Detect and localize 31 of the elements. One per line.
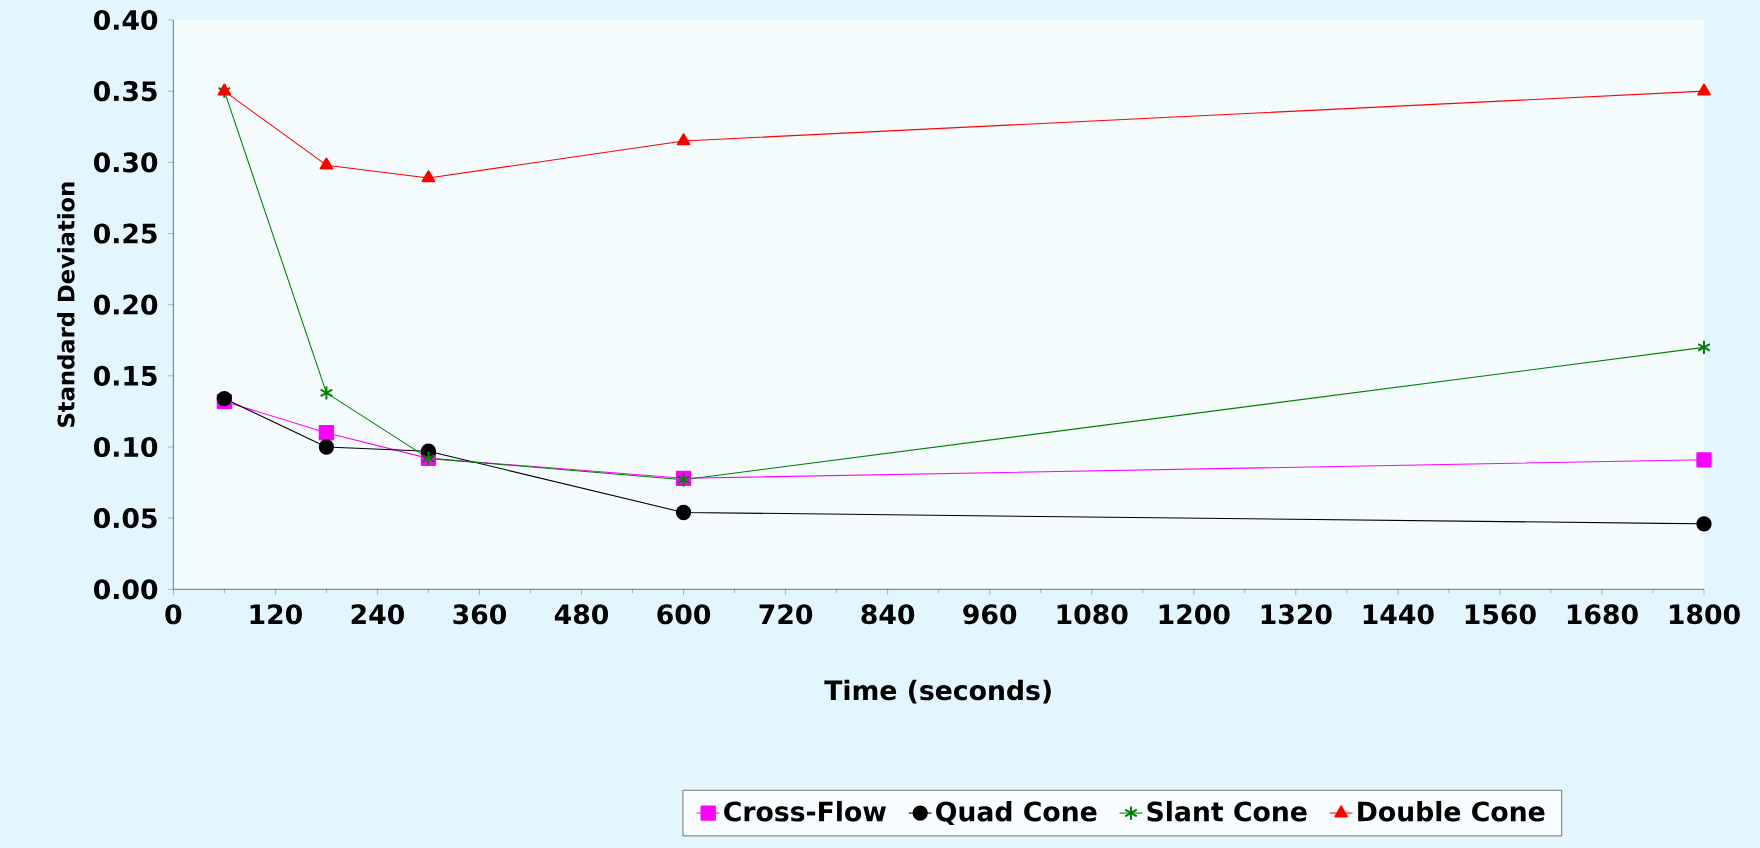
y-axis-title: Standard Deviation <box>57 182 75 427</box>
x-tick-label: 1800 <box>1669 604 1740 625</box>
x-tick-label: 1320 <box>1261 604 1332 625</box>
x-axis-title: Time (seconds) <box>824 679 1051 704</box>
legend-label: Cross-Flow <box>724 800 887 822</box>
y-tick-label: 0.15 <box>93 365 157 386</box>
y-tick-label: 0.35 <box>93 81 157 102</box>
legend-label: Double Cone <box>1358 800 1545 822</box>
x-tick-label: 600 <box>657 604 711 625</box>
y-tick-label: 0.00 <box>93 579 158 600</box>
x-tick-label: 480 <box>554 604 609 625</box>
x-tick-label: 240 <box>351 604 404 625</box>
x-tick-label: 1200 <box>1159 604 1230 625</box>
y-tick-label: 0.40 <box>93 9 158 31</box>
x-tick-label: 1440 <box>1363 604 1434 625</box>
x-tick-label: 960 <box>963 604 1017 625</box>
x-tick-label: 1680 <box>1567 604 1638 625</box>
y-tick-label: 0.10 <box>93 436 158 458</box>
x-tick-label: 360 <box>453 604 507 625</box>
x-tick-label: 1080 <box>1057 604 1128 625</box>
x-tick-label: 720 <box>759 604 813 625</box>
legend-label: Slant Cone <box>1147 800 1307 822</box>
y-tick-label: 0.05 <box>93 508 157 529</box>
y-tick-label: 0.20 <box>93 294 158 315</box>
x-tick-label: 120 <box>250 604 302 625</box>
y-tick-label: 0.25 <box>93 223 157 244</box>
x-tick-label: 0 <box>165 604 182 625</box>
y-tick-label: 0.30 <box>93 152 158 173</box>
legend-label: Quad Cone <box>936 800 1097 826</box>
x-tick-label: 1560 <box>1465 604 1536 625</box>
x-tick-label: 840 <box>861 604 915 625</box>
